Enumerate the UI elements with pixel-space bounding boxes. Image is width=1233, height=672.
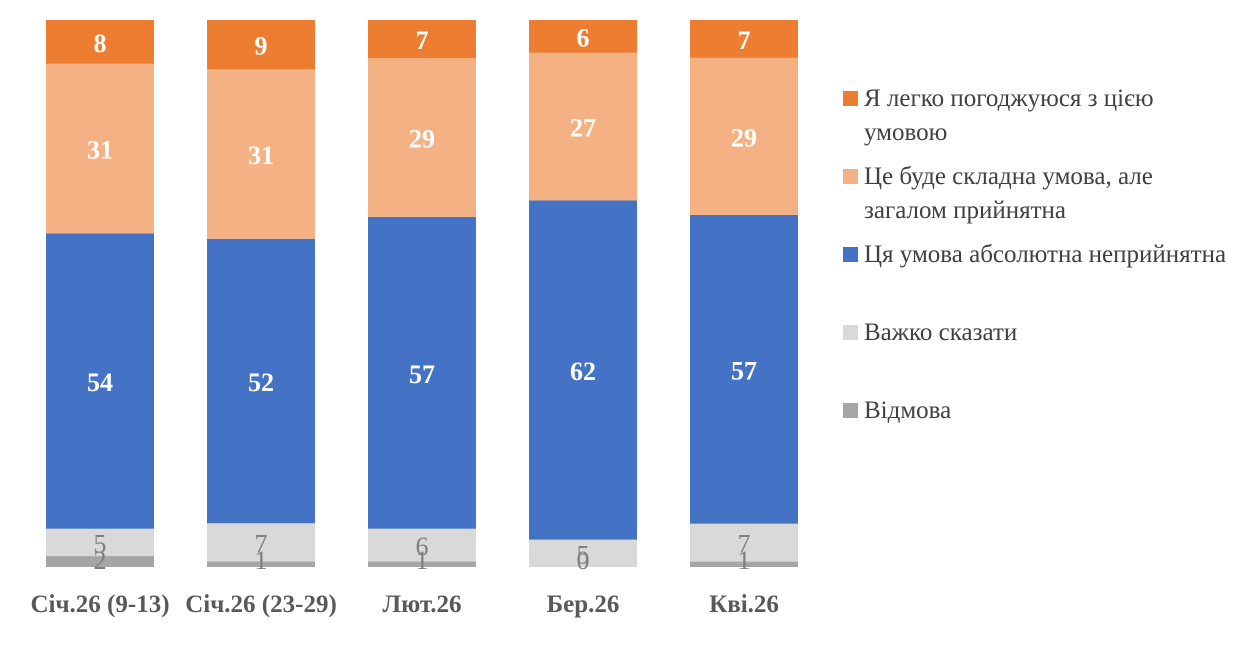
data-label: 7 bbox=[738, 530, 751, 559]
data-label: 31 bbox=[248, 141, 274, 170]
data-label: 31 bbox=[87, 136, 113, 165]
bar-segment bbox=[529, 20, 637, 53]
bar-segment bbox=[207, 238, 315, 524]
bar-segment bbox=[46, 233, 154, 529]
bar-segment bbox=[690, 214, 798, 524]
data-label: 0 bbox=[577, 546, 590, 575]
data-label: 5 bbox=[577, 540, 590, 569]
legend-label: Я легко погоджуюся з цією умовою bbox=[864, 85, 1154, 146]
data-label: 2 bbox=[94, 546, 107, 575]
data-label: 52 bbox=[248, 368, 274, 397]
legend-item: Відмова bbox=[840, 394, 1230, 434]
bar-segment bbox=[368, 58, 476, 217]
data-label: 62 bbox=[570, 357, 596, 386]
data-label: 27 bbox=[570, 114, 596, 143]
legend-swatch bbox=[843, 325, 858, 340]
data-label: 7 bbox=[738, 26, 751, 55]
data-label: 6 bbox=[416, 532, 429, 561]
bar-segment bbox=[690, 20, 798, 58]
bar-segment bbox=[207, 69, 315, 239]
bar-segment bbox=[368, 528, 476, 562]
legend: Я легко погоджуюся з цією умовою Це буде… bbox=[840, 82, 1230, 434]
legend-swatch bbox=[843, 247, 858, 262]
x-tick-label: Лют.26 bbox=[382, 591, 462, 618]
legend-item: Важко сказати bbox=[840, 316, 1230, 394]
data-label: 57 bbox=[409, 360, 435, 389]
bar-segment bbox=[368, 216, 476, 529]
bar-segment bbox=[46, 528, 154, 557]
data-label: 7 bbox=[416, 26, 429, 55]
data-label: 7 bbox=[255, 529, 268, 558]
bar-segment bbox=[207, 20, 315, 70]
bar-segment bbox=[46, 63, 154, 234]
data-label: 1 bbox=[416, 546, 429, 575]
legend-item: Ця умова абсолютна неприйнятна bbox=[840, 238, 1230, 316]
x-tick-label: Бер.26 bbox=[546, 591, 620, 618]
data-label: 29 bbox=[731, 123, 757, 152]
legend-label: Важко сказати bbox=[864, 319, 1018, 346]
bar-segment bbox=[690, 57, 798, 215]
bar-segment bbox=[529, 539, 637, 567]
bar-segment bbox=[207, 561, 315, 567]
bar-segment bbox=[529, 200, 637, 540]
legend-label: Це буде складна умова, але загалом прийн… bbox=[864, 163, 1153, 224]
legend-item: Я легко погоджуюся з цією умовою bbox=[840, 82, 1230, 160]
data-label: 29 bbox=[409, 125, 435, 154]
data-label: 9 bbox=[255, 32, 268, 61]
legend-swatch bbox=[843, 91, 858, 106]
legend-label: Відмова bbox=[864, 397, 952, 424]
data-label: 8 bbox=[94, 29, 107, 58]
x-tick-label: Кві.26 bbox=[709, 591, 779, 618]
x-tick-label: Січ.26 (23-29) bbox=[185, 591, 337, 618]
data-label: 54 bbox=[87, 368, 113, 397]
data-label: 1 bbox=[255, 546, 268, 575]
data-label: 1 bbox=[738, 546, 751, 575]
data-label: 57 bbox=[731, 356, 757, 385]
x-tick-label: Січ.26 (9-13) bbox=[30, 591, 170, 618]
bar-segment bbox=[46, 20, 154, 64]
bar-segment bbox=[207, 523, 315, 562]
data-label: 5 bbox=[94, 529, 107, 558]
legend-item: Це буде складна умова, але загалом прийн… bbox=[840, 160, 1230, 238]
bar-segment bbox=[690, 561, 798, 567]
legend-swatch bbox=[843, 403, 858, 418]
legend-label: Ця умова абсолютна неприйнятна bbox=[864, 241, 1227, 268]
bar-segment bbox=[529, 52, 637, 201]
bar-segment bbox=[368, 561, 476, 567]
data-label: 6 bbox=[577, 23, 590, 52]
bar-segment bbox=[46, 556, 154, 567]
bar-segment bbox=[690, 523, 798, 562]
bar-segment bbox=[368, 20, 476, 59]
legend-swatch bbox=[843, 169, 858, 184]
